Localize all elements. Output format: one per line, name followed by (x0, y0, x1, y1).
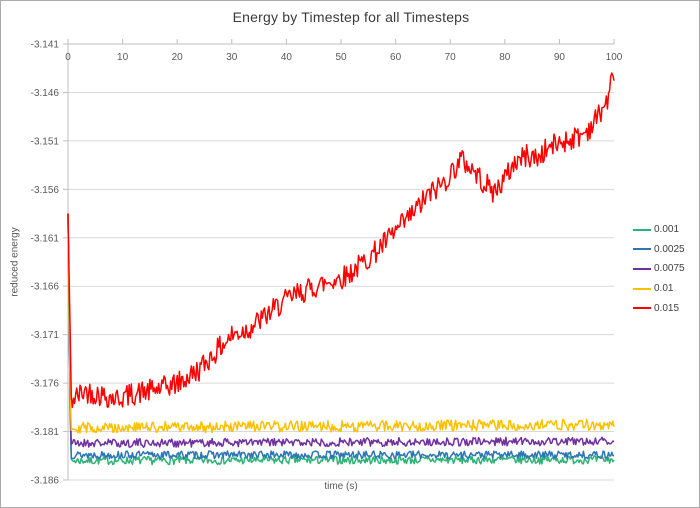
x-tick-label: 80 (499, 52, 511, 63)
legend-item: 0.0075 (633, 259, 685, 279)
legend-label: 0.001 (654, 224, 680, 236)
y-tick-label: -3.151 (31, 136, 60, 147)
x-tick-label: 20 (172, 52, 184, 63)
legend-swatch (633, 248, 651, 251)
y-tick-label: -3.171 (31, 330, 60, 341)
series-line-0.0075 (67, 213, 615, 448)
y-tick-label: -3.146 (31, 88, 60, 99)
legend-swatch (633, 307, 651, 310)
legend-swatch (633, 287, 651, 290)
y-tick-label: -3.161 (31, 233, 60, 244)
series-line-0.01 (67, 213, 615, 434)
x-tick-label: 30 (226, 52, 238, 63)
x-tick-label: 70 (445, 52, 457, 63)
y-tick-label: -3.166 (31, 282, 60, 293)
x-tick-label: 90 (554, 52, 566, 63)
legend-item: 0.0025 (633, 240, 685, 260)
legend-item: 0.015 (633, 298, 685, 318)
y-tick-label: -3.176 (31, 379, 60, 390)
legend-swatch (633, 228, 651, 231)
y-tick-label: -3.186 (31, 476, 60, 487)
x-axis-title: time (s) (324, 481, 358, 492)
legend-swatch (633, 267, 651, 270)
x-tick-label: 0 (65, 52, 71, 63)
legend-item: 0.001 (633, 220, 685, 240)
x-tick-label: 60 (390, 52, 402, 63)
series-line-0.015 (67, 72, 615, 409)
series-line-0.0025 (67, 213, 615, 460)
x-tick-label: 50 (335, 52, 347, 63)
x-tick-label: 40 (281, 52, 293, 63)
legend: 0.001 0.0025 0.0075 0.01 0.015 (633, 220, 685, 318)
y-tick-label: -3.141 (31, 40, 60, 51)
legend-item: 0.01 (633, 279, 685, 299)
x-tick-label: 100 (606, 52, 623, 63)
chart-title: Energy by Timestep for all Timesteps (232, 9, 470, 25)
y-tick-label: -3.156 (31, 185, 60, 196)
legend-label: 0.015 (654, 302, 680, 314)
x-tick-label: 10 (117, 52, 129, 63)
legend-label: 0.0075 (654, 263, 685, 275)
y-tick-label: -3.181 (31, 427, 60, 438)
legend-label: 0.01 (654, 283, 674, 295)
legend-label: 0.0025 (654, 243, 685, 255)
